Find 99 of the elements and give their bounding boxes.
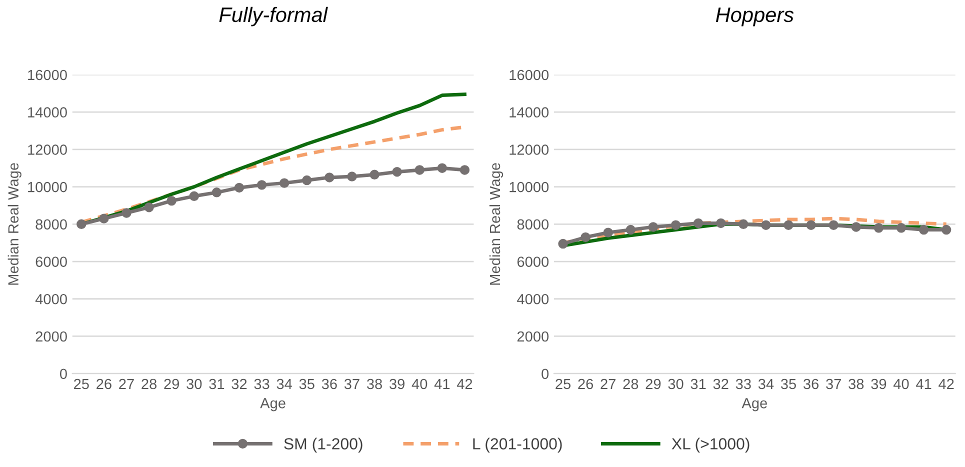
point bbox=[460, 165, 470, 175]
x-axis-title: Age bbox=[742, 398, 767, 412]
point bbox=[603, 228, 613, 238]
point bbox=[648, 222, 658, 232]
y-tick-label: 2000 bbox=[517, 331, 549, 342]
point bbox=[347, 172, 357, 182]
point bbox=[670, 220, 681, 230]
y-tick-label: 8000 bbox=[36, 219, 67, 230]
legend-label: SM (1-200) bbox=[284, 438, 362, 453]
point bbox=[806, 220, 816, 230]
x-tick-label: 32 bbox=[713, 378, 728, 390]
point bbox=[693, 218, 704, 228]
point bbox=[144, 202, 154, 212]
x-tick-label: 27 bbox=[119, 378, 134, 390]
point bbox=[122, 208, 132, 218]
chart-title: Hoppers bbox=[716, 8, 794, 26]
x-tick-label: 38 bbox=[366, 378, 382, 390]
legend-label: XL (>1000) bbox=[672, 438, 750, 453]
point bbox=[370, 170, 380, 180]
point bbox=[784, 220, 794, 230]
point bbox=[626, 224, 636, 235]
x-tick-label: 26 bbox=[96, 378, 112, 390]
point bbox=[828, 220, 838, 230]
point bbox=[279, 178, 290, 188]
x-tick-label: 36 bbox=[322, 378, 337, 390]
y-tick-label: 2000 bbox=[36, 331, 67, 342]
x-tick-label: 42 bbox=[456, 378, 472, 390]
x-tick-label: 41 bbox=[434, 378, 450, 390]
point bbox=[189, 191, 199, 201]
chart-title: Fully-formal bbox=[219, 6, 328, 26]
y-tick-label: 6000 bbox=[517, 256, 549, 267]
y-tick-label: 12000 bbox=[510, 144, 549, 155]
x-tick-label: 31 bbox=[209, 378, 224, 390]
point bbox=[256, 180, 267, 190]
x-tick-label: 40 bbox=[893, 378, 909, 390]
point bbox=[941, 224, 952, 235]
point bbox=[302, 175, 312, 186]
y-tick-label: 0 bbox=[542, 368, 549, 380]
x-tick-label: 41 bbox=[916, 378, 932, 390]
point bbox=[437, 163, 448, 173]
x-tick-label: 25 bbox=[74, 378, 89, 390]
point bbox=[324, 172, 334, 182]
point bbox=[738, 219, 748, 230]
point bbox=[896, 223, 906, 233]
point bbox=[392, 166, 402, 177]
x-tick-label: 35 bbox=[299, 378, 314, 390]
x-tick-label: 28 bbox=[142, 378, 157, 390]
y-tick-label: 16000 bbox=[510, 70, 549, 80]
x-tick-label: 27 bbox=[600, 378, 616, 390]
x-tick-label: 42 bbox=[938, 378, 954, 390]
x-tick-label: 30 bbox=[668, 378, 684, 390]
y-tick-label: 16000 bbox=[28, 70, 67, 80]
point bbox=[761, 220, 771, 230]
x-tick-label: 39 bbox=[390, 378, 404, 390]
x-tick-label: 33 bbox=[254, 378, 270, 390]
point bbox=[851, 222, 861, 232]
point bbox=[558, 238, 568, 249]
point bbox=[414, 165, 424, 175]
point bbox=[716, 218, 726, 228]
point bbox=[234, 182, 244, 193]
y-tick-label: 0 bbox=[60, 368, 67, 380]
x-tick-label: 37 bbox=[826, 378, 841, 390]
x-tick-label: 25 bbox=[556, 378, 571, 390]
y-tick-label: 14000 bbox=[510, 107, 549, 118]
x-tick-label: 39 bbox=[871, 378, 886, 390]
y-tick-label: 10000 bbox=[28, 182, 67, 192]
point bbox=[918, 224, 929, 235]
x-tick-label: 37 bbox=[344, 378, 360, 390]
x-tick-label: 32 bbox=[232, 378, 247, 390]
legend-label: L (201-1000) bbox=[473, 438, 562, 453]
y-axis-title: Median Real Wage bbox=[489, 163, 504, 285]
x-tick-label: 30 bbox=[186, 378, 202, 390]
x-tick-label: 34 bbox=[276, 378, 292, 390]
x-tick-label: 28 bbox=[623, 378, 638, 390]
y-tick-label: 4000 bbox=[517, 294, 549, 304]
y-tick-label: 10000 bbox=[510, 182, 549, 192]
y-tick-label: 14000 bbox=[28, 107, 67, 118]
point bbox=[166, 196, 176, 206]
x-tick-label: 29 bbox=[646, 378, 661, 390]
point bbox=[212, 188, 222, 198]
y-axis-title: Median Real Wage bbox=[8, 163, 22, 285]
x-tick-label: 35 bbox=[780, 378, 796, 390]
x-tick-label: 38 bbox=[848, 378, 864, 390]
x-tick-label: 40 bbox=[412, 378, 428, 390]
x-tick-label: 34 bbox=[758, 378, 774, 390]
point bbox=[76, 219, 86, 230]
y-tick-label: 4000 bbox=[35, 294, 67, 304]
x-tick-label: 29 bbox=[164, 378, 180, 390]
point bbox=[874, 223, 884, 233]
x-tick-label: 33 bbox=[736, 378, 751, 390]
point bbox=[580, 232, 590, 242]
y-tick-label: 8000 bbox=[517, 219, 549, 230]
y-tick-label: 12000 bbox=[28, 144, 67, 155]
point bbox=[99, 214, 109, 224]
x-tick-label: 36 bbox=[803, 378, 819, 390]
x-tick-label: 26 bbox=[578, 378, 594, 390]
x-axis-title: Age bbox=[260, 398, 286, 412]
x-tick-label: 31 bbox=[690, 378, 706, 390]
y-tick-label: 6000 bbox=[36, 256, 67, 267]
